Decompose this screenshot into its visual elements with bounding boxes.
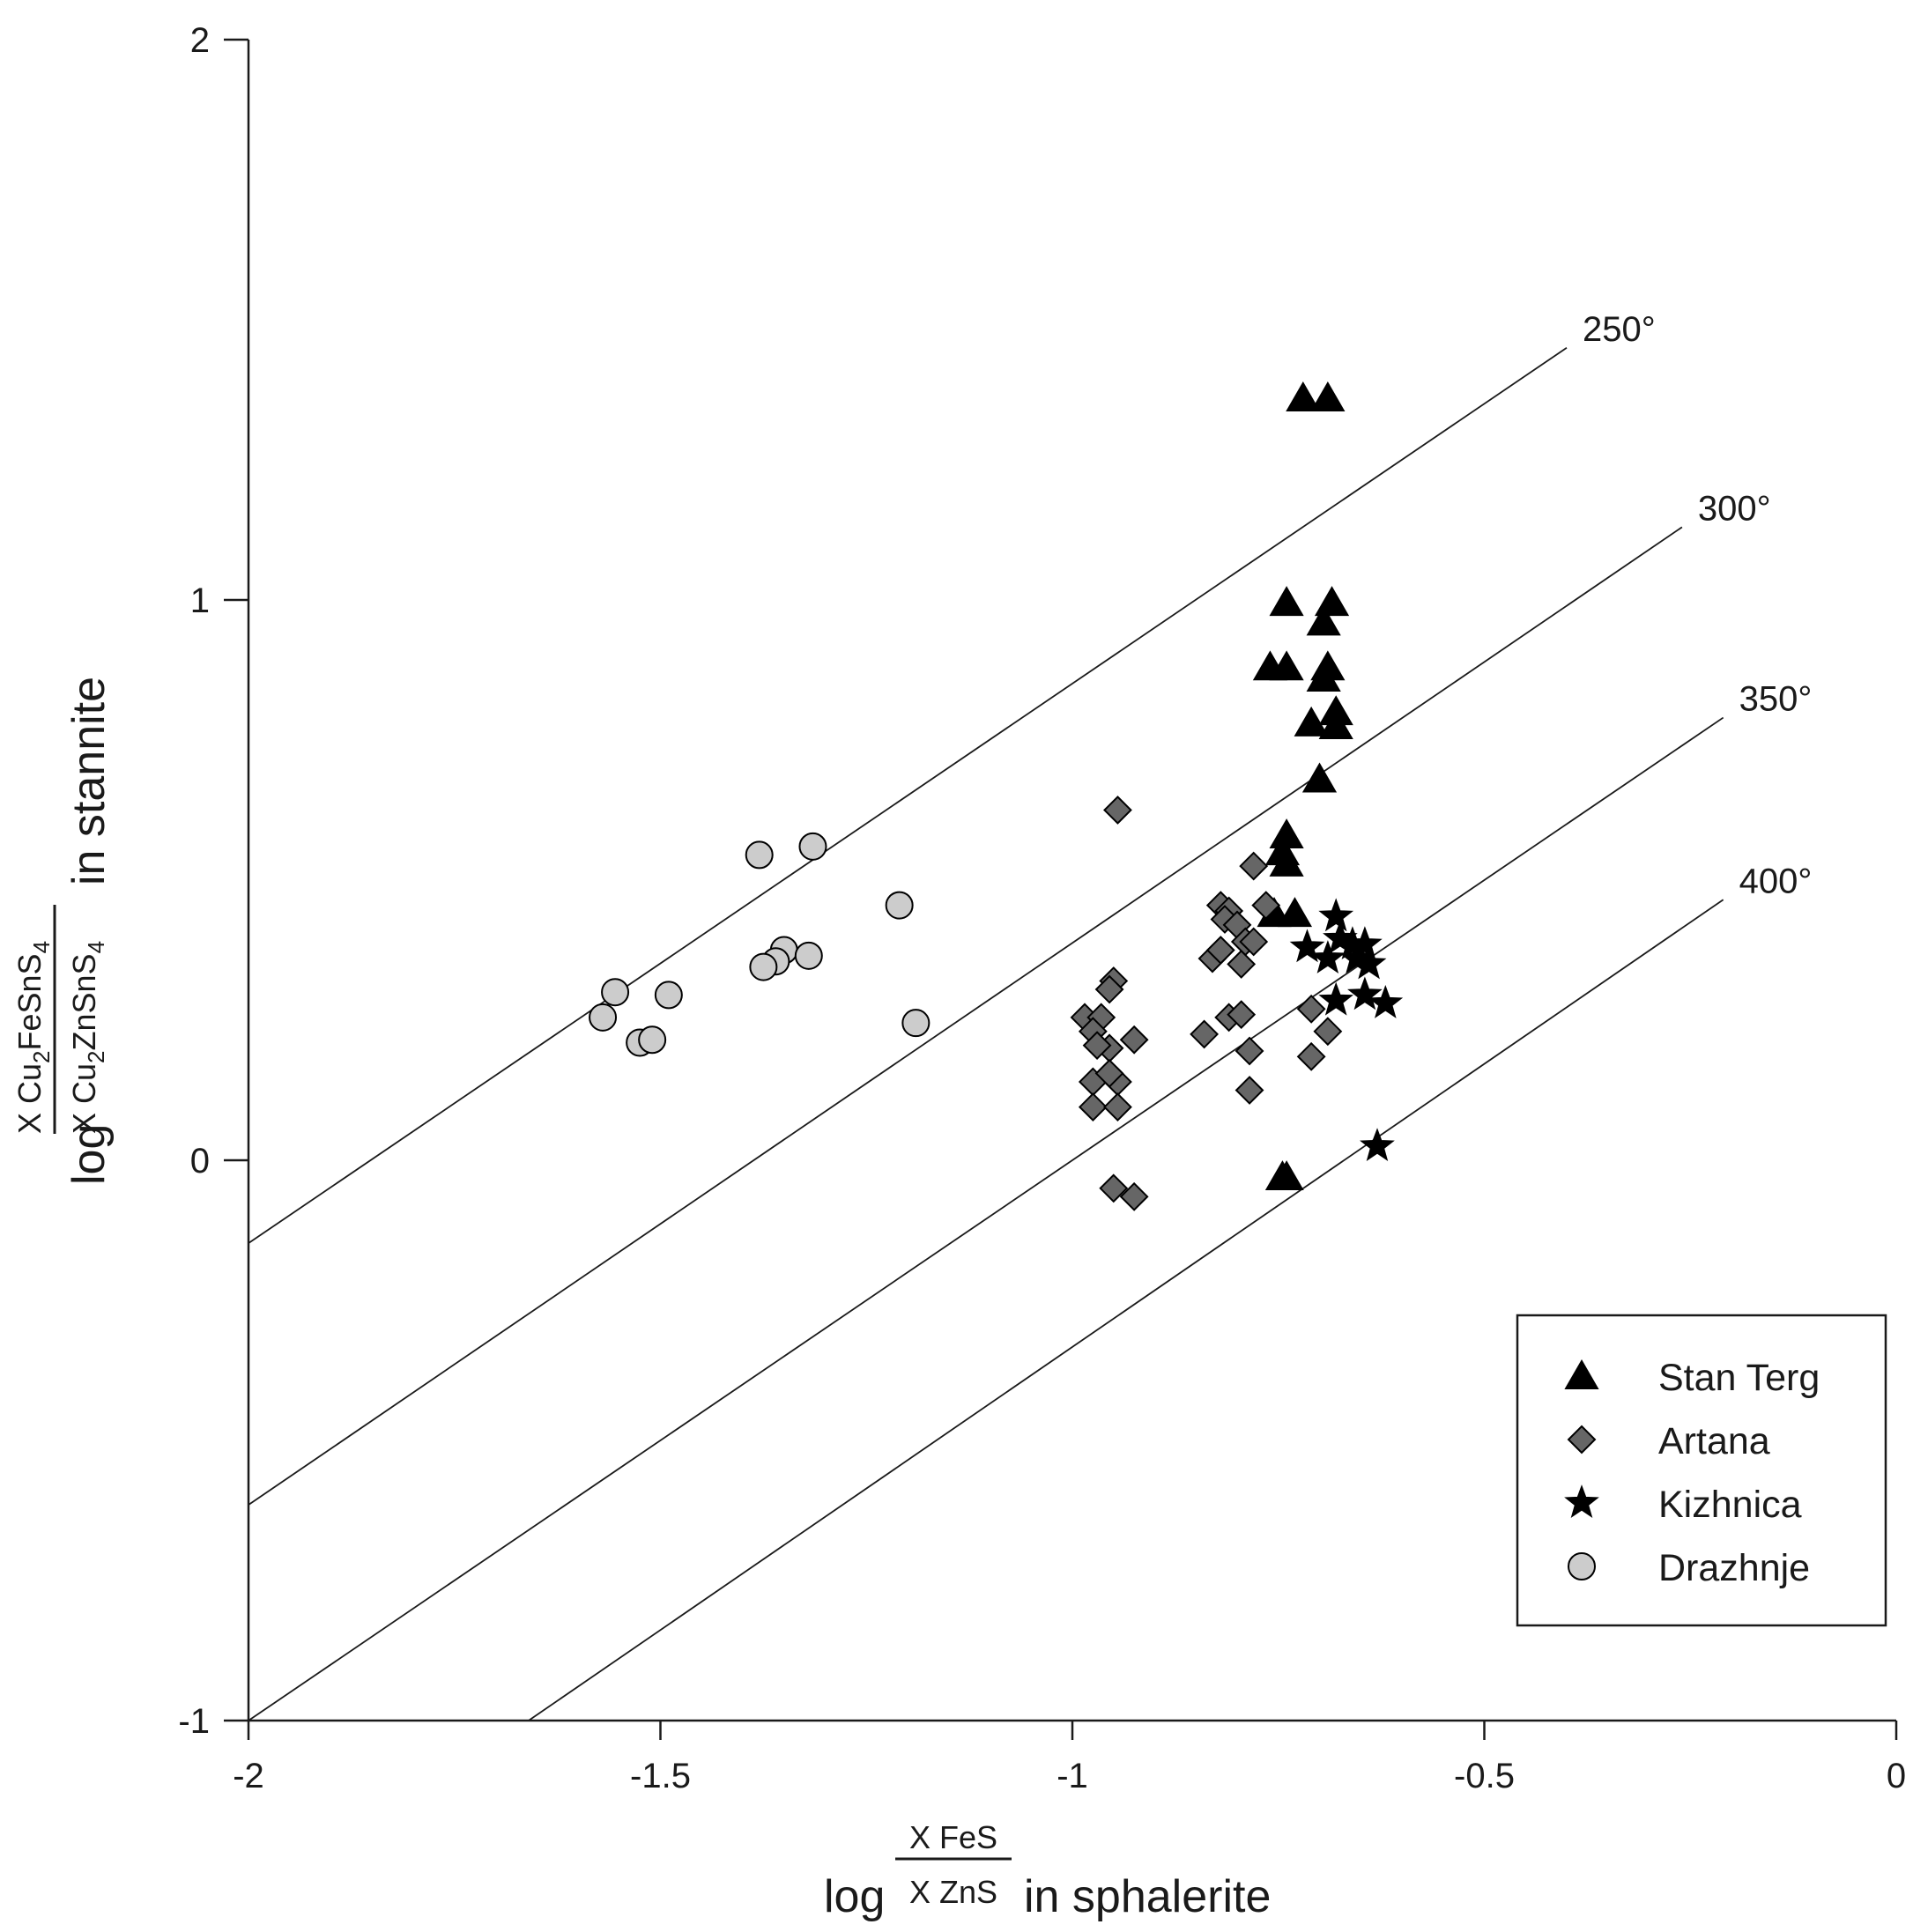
y-tick-label: 0 [190, 1142, 210, 1181]
artana-point [1119, 1025, 1149, 1055]
stan-terg-point [1310, 381, 1346, 411]
legend-marker-stan-terg [1564, 1358, 1599, 1389]
artana-point [1205, 936, 1235, 965]
stan-terg-point [1269, 846, 1304, 877]
x-tick-label: -1.5 [630, 1757, 691, 1795]
kizhnica-point [1368, 984, 1404, 1018]
artana-point [1239, 927, 1269, 957]
artana-point [1227, 949, 1257, 979]
kizhnica-point [1318, 898, 1354, 932]
artana-point [1103, 1092, 1132, 1121]
data-points [589, 381, 1404, 1211]
drazhnje-point [885, 891, 914, 920]
x-tick-label: 0 [1887, 1757, 1906, 1795]
y-axis-label-prefix: log [63, 1124, 115, 1185]
legend-label-artana: Artana [1658, 1420, 1770, 1462]
isotherm-label-400: 400° [1739, 862, 1813, 900]
stan-terg-point [1301, 762, 1338, 793]
isotherm-label-300: 300° [1698, 489, 1771, 528]
isotherm-lines: 250° 300° 350° 400° [248, 310, 1812, 1721]
legend-label-stan-terg: Stan Terg [1658, 1357, 1820, 1399]
legend-marker-kizhnica [1564, 1484, 1599, 1518]
kizhnica-point [1318, 981, 1354, 1016]
isotherm-line-400 [528, 899, 1724, 1721]
drazhnje-point [794, 941, 823, 970]
y-axis-label-suffix: in stannite [63, 677, 115, 885]
legend-markers [1564, 1358, 1599, 1580]
x-axis-label-denominator: X ZnS [909, 1874, 997, 1910]
drazhnje-point [798, 832, 827, 861]
drazhnje-point [638, 1025, 667, 1055]
kizhnica-point [1289, 929, 1325, 963]
x-axis-label: log [824, 1871, 885, 1922]
artana-point [1235, 1076, 1264, 1105]
drazhnje-point [601, 978, 630, 1007]
kizhnica-point [1347, 976, 1383, 1010]
stan-terg-point [1306, 662, 1341, 692]
drazhnje-point [654, 981, 683, 1010]
legend-marker-artana [1567, 1425, 1597, 1455]
y-axis-label-numerator: XCu2FeSnS4 [11, 941, 55, 1134]
artana-point [1082, 1031, 1112, 1061]
legend-label-drazhnje: Drazhnje [1658, 1547, 1810, 1589]
stan-terg-point [1269, 586, 1304, 617]
isotherm-label-350: 350° [1739, 680, 1813, 719]
kizhnica-point [1347, 926, 1383, 960]
artana-point [1235, 1036, 1264, 1066]
x-tick-label: -0.5 [1454, 1757, 1515, 1795]
drazhnje-point [901, 1009, 931, 1038]
artana-point [1078, 1092, 1108, 1121]
y-tick-label: 2 [190, 21, 210, 60]
x-axis-label-suffix: in sphalerite [1024, 1871, 1271, 1922]
y-tick-label: -1 [178, 1702, 210, 1741]
isotherm-line-350 [248, 716, 1724, 1721]
artana-point [1119, 1181, 1149, 1211]
artana-point [1239, 851, 1269, 881]
legend-label-kizhnica: Kizhnica [1658, 1484, 1802, 1526]
y-axis-label-denominator: XCu2ZnSnS4 [66, 941, 109, 1134]
artana-point [1190, 1019, 1220, 1049]
kizhnica-point [1360, 1128, 1395, 1162]
artana-point [1103, 796, 1132, 825]
artana-point [1099, 1173, 1129, 1203]
series-artana [1070, 796, 1343, 1211]
stan-terg-point [1306, 605, 1341, 636]
stan-terg-point [1269, 650, 1304, 681]
kizhnica-point [1351, 945, 1387, 980]
drazhnje-point [589, 1003, 618, 1032]
isotherm-line-250 [248, 347, 1568, 1244]
artana-point [1251, 891, 1281, 921]
series-stan-terg [1252, 381, 1353, 1191]
legend-marker-drazhnje [1568, 1552, 1596, 1580]
x-tick-label: -1 [1057, 1757, 1088, 1795]
x-axis-label-numerator: X FeS [909, 1819, 997, 1855]
y-tick-label: 1 [190, 581, 210, 620]
artana-point [1094, 1059, 1124, 1088]
artana-point [1296, 1041, 1326, 1071]
stan-terg-point [1286, 381, 1321, 411]
stan-terg-point [1318, 709, 1353, 740]
artana-point [1313, 1017, 1343, 1047]
legend: Stan Terg Artana Kizhnica Drazhnje [1516, 1314, 1887, 1627]
isotherm-line-300 [248, 526, 1683, 1506]
isotherm-label-250: 250° [1583, 310, 1656, 349]
artana-point [1227, 1000, 1257, 1030]
x-tick-label: -2 [233, 1757, 264, 1795]
stan-terg-point [1294, 706, 1329, 737]
artana-point [1094, 974, 1124, 1004]
kizhnica-point [1309, 940, 1346, 973]
artana-point [1296, 994, 1326, 1024]
y-axis-label: log XCu2FeSnS4 XCu2ZnSnS4 in stannite [11, 677, 115, 1185]
stan-terg-point [1277, 897, 1313, 928]
drazhnje-point [745, 840, 774, 870]
stan-terg-point [1269, 1160, 1304, 1191]
drazhnje-point [749, 952, 778, 981]
axis-ticks: -2 -1.5 -1 -0.5 0 -1 0 1 2 [178, 21, 1906, 1795]
series-drazhnje [589, 832, 931, 1057]
series-kizhnica [1289, 898, 1404, 1162]
